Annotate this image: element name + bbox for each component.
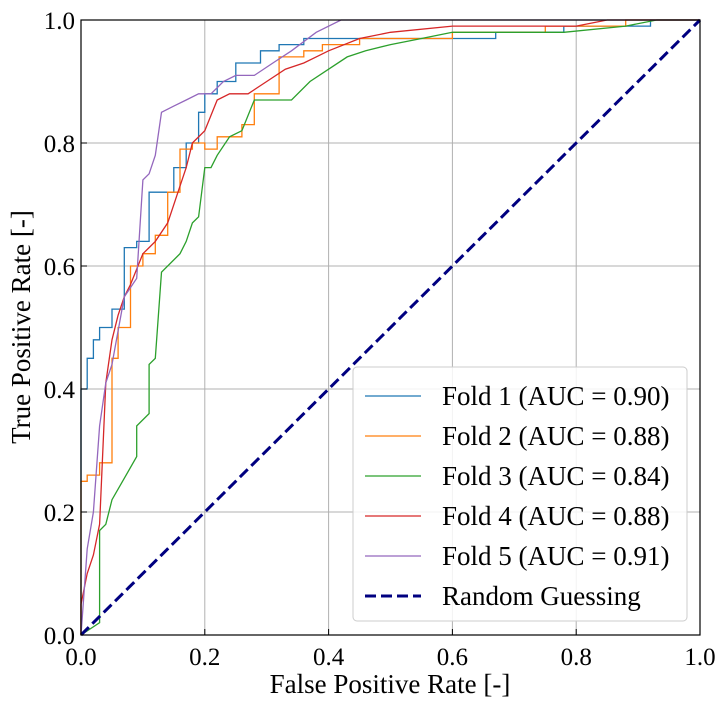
legend-label: Fold 4 (AUC = 0.88) bbox=[442, 501, 669, 531]
legend-label: Random Guessing bbox=[442, 581, 641, 611]
y-axis-title: True Positive Rate [-] bbox=[6, 210, 36, 444]
legend-box bbox=[352, 366, 688, 622]
series-line-2 bbox=[80, 19, 700, 635]
y-tick-label: 0.8 bbox=[44, 131, 75, 158]
series-layer bbox=[79, 18, 702, 637]
x-tick-label: 0.8 bbox=[561, 644, 592, 671]
y-tick-label: 0.6 bbox=[44, 254, 75, 281]
legend-label: Fold 3 (AUC = 0.84) bbox=[442, 461, 669, 491]
x-axis-title: False Positive Rate [-] bbox=[270, 669, 511, 699]
x-tick-label: 0.4 bbox=[313, 644, 345, 671]
series-line-4 bbox=[80, 19, 700, 635]
x-tick-label: 1.0 bbox=[684, 644, 715, 671]
series-line-6 bbox=[79, 18, 702, 637]
legend-label: Fold 2 (AUC = 0.88) bbox=[442, 421, 669, 451]
legend: Fold 1 (AUC = 0.90) Fold 2 (AUC = 0.88) Fo… bbox=[352, 366, 688, 622]
y-tick-label: 0.0 bbox=[44, 623, 75, 650]
y-tick-label: 1.0 bbox=[44, 8, 75, 35]
legend-label: Fold 5 (AUC = 0.91) bbox=[442, 541, 669, 571]
x-tick-label: 0.2 bbox=[189, 644, 220, 671]
y-tick-label: 0.2 bbox=[44, 500, 75, 527]
grid-layer bbox=[80, 19, 701, 636]
series-line-3 bbox=[80, 19, 700, 636]
x-tick-label: 0.0 bbox=[65, 644, 96, 671]
legend-label: Fold 1 (AUC = 0.90) bbox=[442, 381, 669, 411]
tick-layer: 0.0 0.2 0.4 0.6 0.8 1.0 0.0 0.2 0.4 0.6 0.8 1.0 bbox=[44, 8, 716, 671]
x-tick-label: 0.6 bbox=[437, 644, 468, 671]
y-tick-label: 0.4 bbox=[44, 377, 76, 404]
plot-frame bbox=[80, 19, 701, 636]
